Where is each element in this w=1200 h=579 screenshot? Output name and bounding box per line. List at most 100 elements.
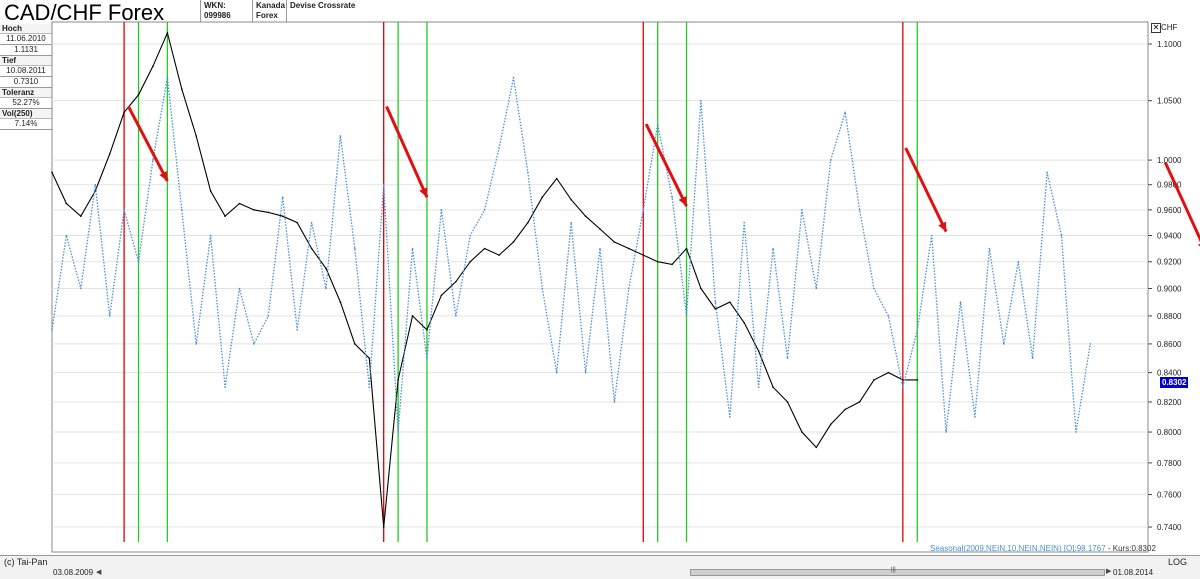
price-point <box>483 247 486 250</box>
price-point <box>310 247 313 250</box>
seasonal-point <box>685 315 688 317</box>
price-point <box>339 301 342 303</box>
seasonal-point <box>902 386 904 388</box>
seasonal-point <box>397 431 399 433</box>
seasonal-point <box>527 171 529 174</box>
price-point <box>728 301 731 303</box>
header-type: Devise Crossrate <box>286 0 366 22</box>
y-tick-label: 1.0500 <box>1157 97 1182 106</box>
price-point <box>642 254 645 256</box>
price-point <box>224 215 226 218</box>
y-tick-label: 0.8200 <box>1157 398 1182 407</box>
currency-label: CHF <box>1161 23 1178 32</box>
price-point <box>555 177 558 180</box>
seasonal-point <box>873 287 875 290</box>
seasonal-point <box>555 371 558 374</box>
seasonal-point <box>757 386 760 388</box>
price-point <box>440 294 443 297</box>
seasonal-point <box>1031 357 1034 359</box>
log-scale-toggle[interactable]: LOG <box>1168 557 1188 567</box>
y-tick-label: 0.7600 <box>1157 491 1182 500</box>
price-point <box>628 247 630 250</box>
info-low-date: 10.08.2011 <box>0 66 52 77</box>
info-panel: Hoch 11.06.2010 1.1131 Tief 10.08.2011 0… <box>0 24 52 130</box>
price-point <box>671 263 673 266</box>
price-point <box>137 94 140 96</box>
y-tick-label: 1.0000 <box>1157 156 1182 165</box>
price-point <box>772 386 774 388</box>
y-tick-label: 0.9200 <box>1157 258 1182 267</box>
seasonal-point <box>945 431 947 433</box>
y-tick-label: 0.9400 <box>1157 232 1182 241</box>
start-date: 03.08.2009 <box>53 568 94 577</box>
seasonal-point <box>51 329 53 331</box>
price-point <box>541 196 544 199</box>
seasonal-point <box>253 343 255 345</box>
seasonal-point <box>152 159 154 161</box>
price-point <box>397 379 399 381</box>
price-point <box>902 379 904 381</box>
price-point <box>512 241 515 243</box>
price-point <box>685 247 688 250</box>
trend-arrow-head <box>159 171 168 182</box>
y-tick-label: 1.1000 <box>1157 40 1182 49</box>
price-point <box>454 280 457 283</box>
seasonal-point <box>974 416 976 418</box>
seasonal-line <box>51 77 1091 433</box>
trend-arrow-line <box>644 123 688 207</box>
copyright-label: (c) Tai-Pan <box>4 557 48 567</box>
seasonal-point <box>916 329 919 331</box>
price-point <box>382 526 385 528</box>
seasonal-point <box>1002 343 1005 345</box>
horizontal-scrollbar[interactable]: ||| <box>690 567 1105 576</box>
seasonal-point <box>959 301 962 303</box>
seasonal-point <box>584 371 587 374</box>
seasonal-point <box>224 386 226 388</box>
y-tick-label: 0.8800 <box>1157 312 1182 321</box>
trend-arrow-head <box>1197 243 1200 247</box>
seasonal-point <box>743 221 746 224</box>
scroll-right-icon[interactable]: ▶ <box>1106 568 1112 575</box>
seasonal-point <box>815 287 818 290</box>
y-tick-label: 0.7400 <box>1157 523 1182 532</box>
seasonal-point <box>137 260 140 263</box>
y-tick-label: 0.9600 <box>1157 206 1182 215</box>
price-point <box>51 171 53 174</box>
trend-arrow-line <box>904 147 948 233</box>
price-point <box>700 287 702 290</box>
price-point <box>253 209 255 211</box>
info-high-date: 11.06.2010 <box>0 34 52 45</box>
seasonal-point <box>209 234 212 237</box>
y-tick-label: 0.7800 <box>1157 459 1182 468</box>
seasonal-point <box>368 386 371 388</box>
price-point <box>844 408 846 411</box>
seasonal-point <box>325 287 327 290</box>
seasonal-point <box>296 329 298 331</box>
seasonal-point <box>123 209 125 211</box>
seasonal-point <box>714 301 717 303</box>
seasonal-point <box>267 315 270 317</box>
price-point <box>152 65 154 68</box>
scroll-left-icon[interactable]: ◀ <box>96 569 102 576</box>
trend-arrow-head <box>678 196 687 207</box>
seasonal-point <box>930 234 933 237</box>
header-wkn-text: WKN: 099986 <box>204 1 231 20</box>
seasonal-point <box>108 315 111 317</box>
price-point <box>426 329 428 331</box>
price-point <box>786 401 789 403</box>
header-country-text: Kanada Forex <box>256 1 285 20</box>
info-high-value: 1.1131 <box>0 45 52 56</box>
seasonal-point <box>829 159 832 161</box>
seasonal-point <box>310 221 313 224</box>
price-point <box>238 202 241 205</box>
price-point <box>108 153 111 155</box>
plot-frame <box>51 21 1149 553</box>
seasonal-point <box>411 247 414 250</box>
info-label-low: Tief <box>0 56 52 66</box>
close-icon[interactable]: ✕ <box>1151 23 1161 33</box>
trend-arrow-line <box>127 105 169 182</box>
seasonal-point <box>354 247 356 250</box>
price-point <box>267 211 270 214</box>
info-label-tolerance: Toleranz <box>0 88 52 98</box>
price-point <box>916 379 919 381</box>
